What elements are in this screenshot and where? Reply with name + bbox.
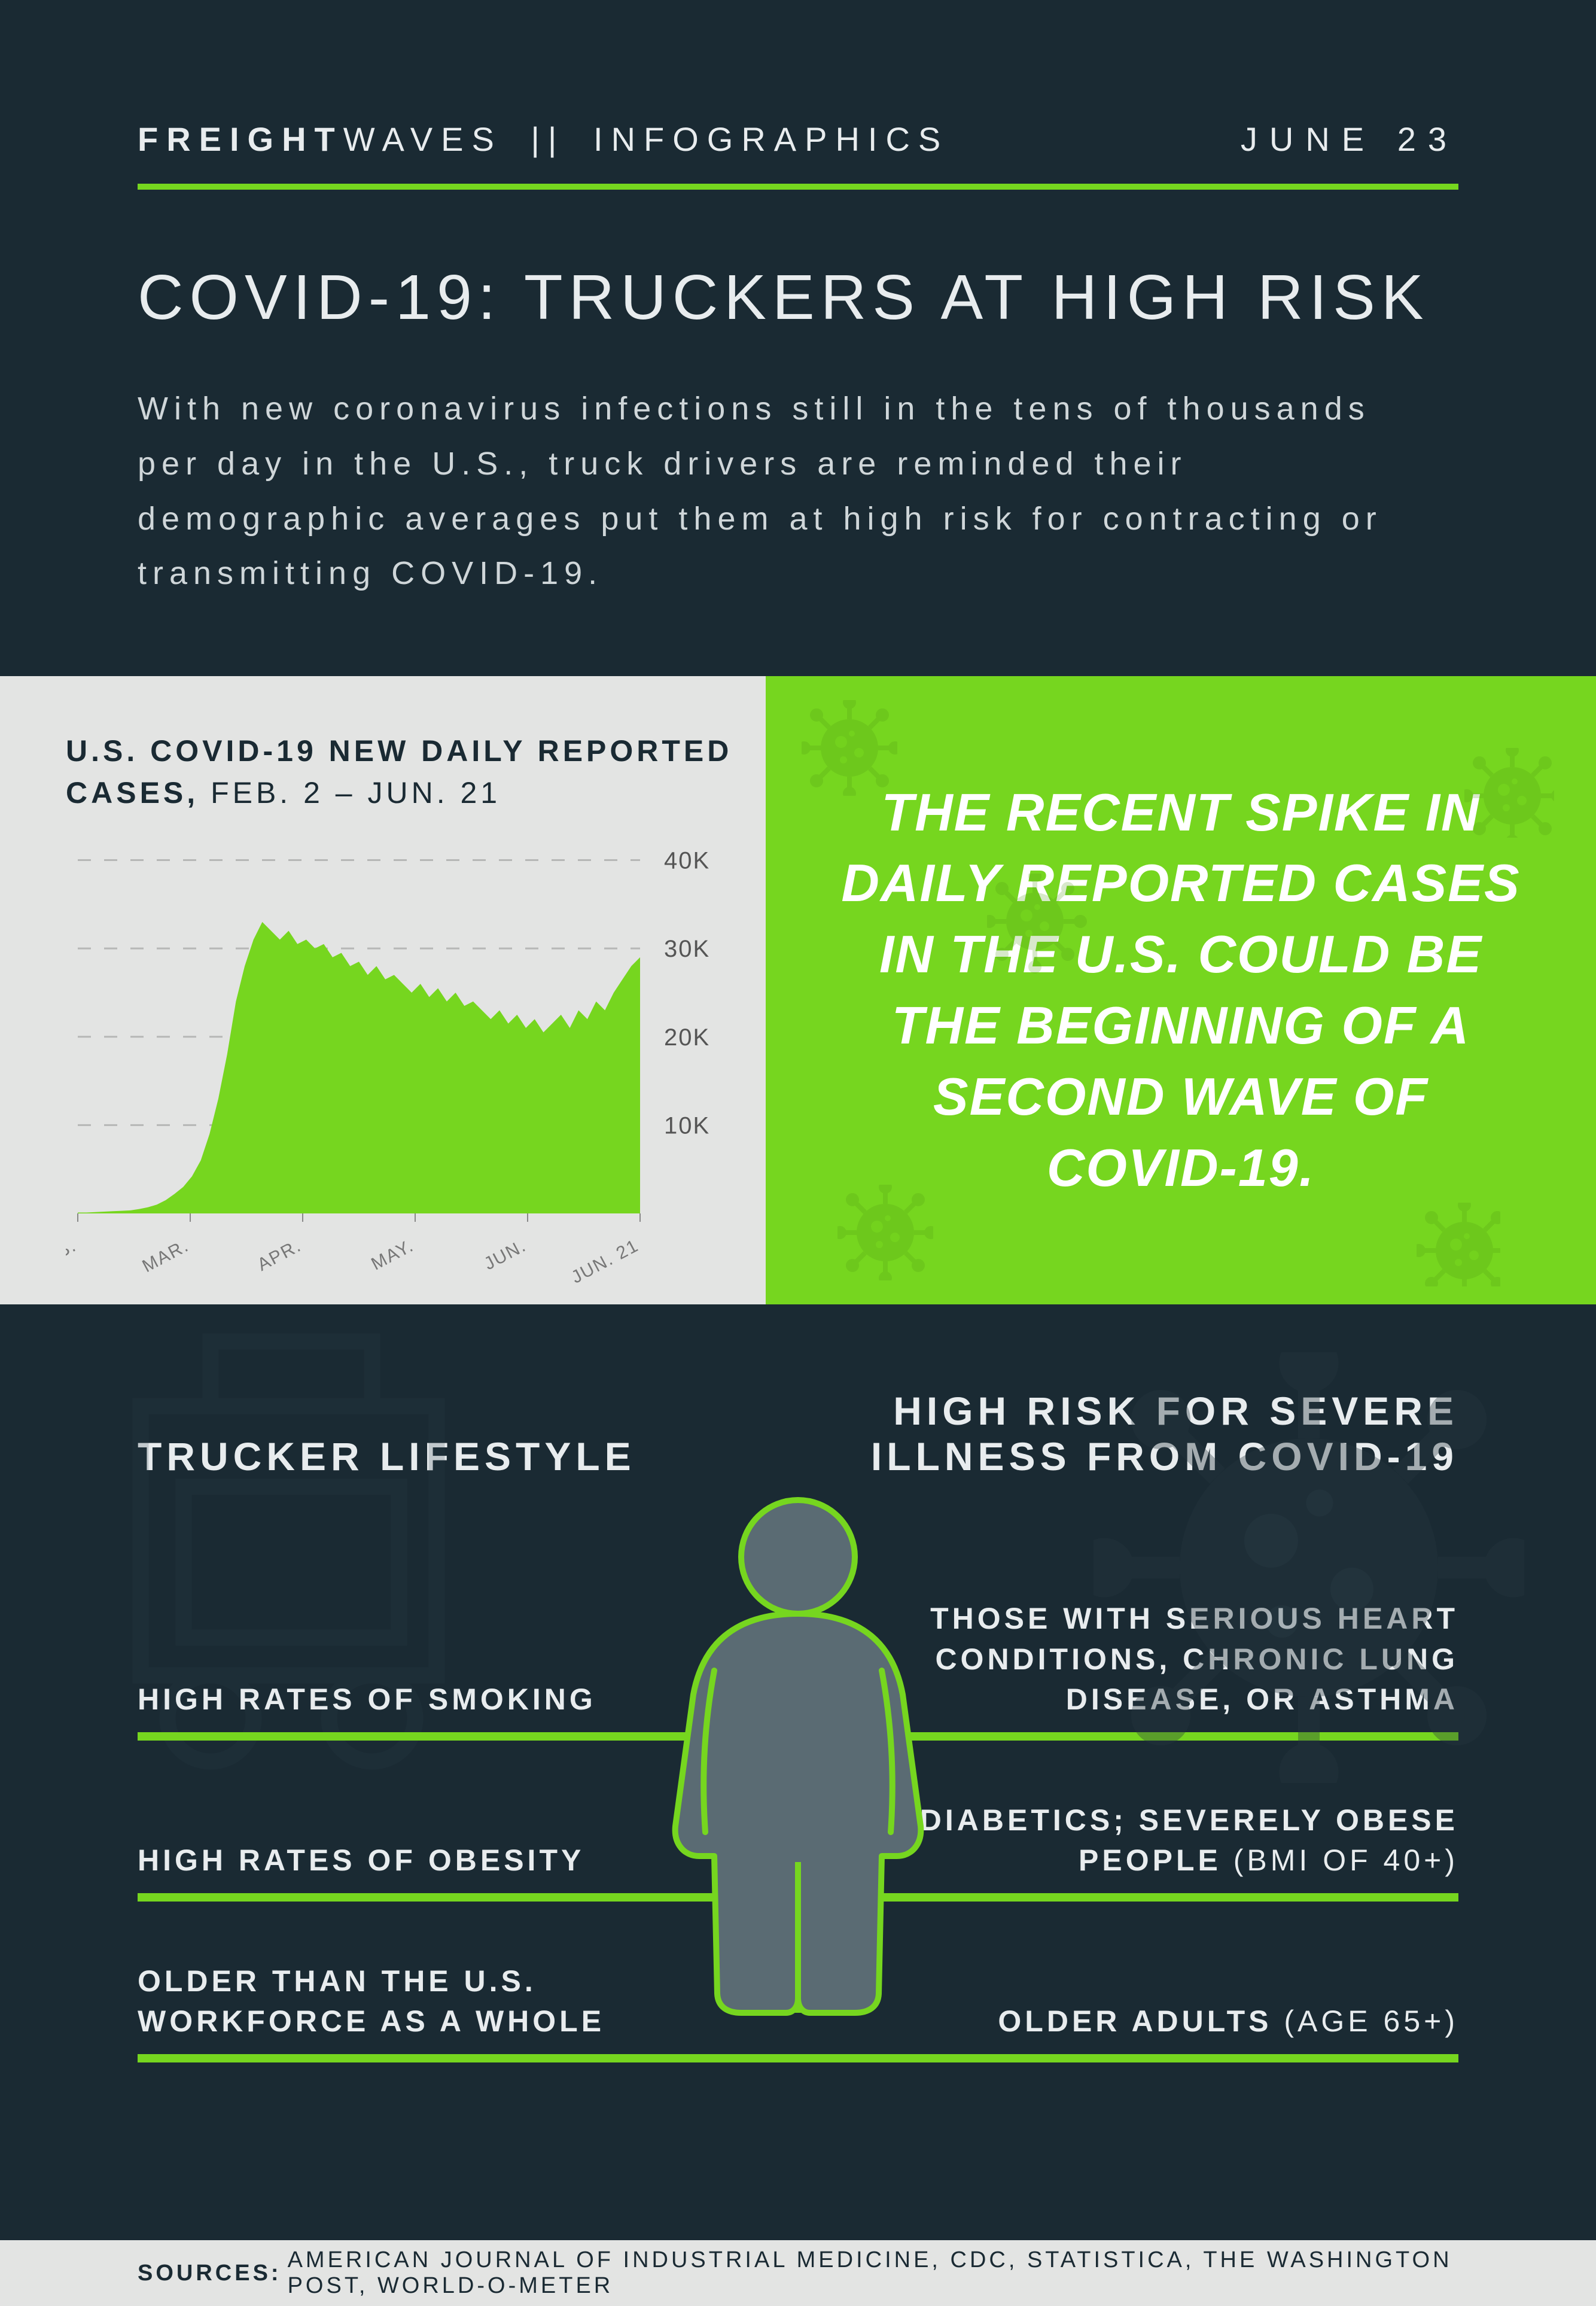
svg-text:MAY.: MAY. (368, 1236, 417, 1274)
virus-icon (1094, 1352, 1524, 1783)
virus-icon (1464, 748, 1554, 838)
header-section: FREIGHTWAVES || INFOGRAPHICS JUNE 23 COV… (0, 0, 1596, 601)
svg-text:MAR.: MAR. (139, 1236, 193, 1276)
brand-divider: || (531, 120, 565, 158)
svg-text:JUN.: JUN. (481, 1236, 529, 1274)
svg-text:10K: 10K (664, 1112, 710, 1139)
callout-panel: THE RECENT SPIKE IN DAILY REPORTED CASES… (766, 676, 1596, 1304)
svg-text:30K: 30K (664, 936, 710, 962)
person-figure (636, 1491, 960, 2021)
virus-icon (987, 874, 1238, 1125)
svg-text:20K: 20K (664, 1024, 710, 1051)
virus-icon (802, 700, 897, 796)
svg-text:JUN. 21: JUN. 21 (568, 1236, 642, 1285)
header-rule (138, 184, 1458, 190)
risk-left-1: HIGH RATES OF SMOKING (138, 1680, 596, 1720)
risk-right-2-sub: (BMI OF 40+) (1233, 1843, 1458, 1877)
risk-right-3: OLDER ADULTS (AGE 65+) (998, 2001, 1458, 2042)
sources-bar: SOURCES: AMERICAN JOURNAL OF INDUSTRIAL … (0, 2240, 1596, 2306)
publish-date: JUNE 23 (1241, 120, 1458, 159)
risk-left-2: HIGH RATES OF OBESITY (138, 1840, 584, 1881)
intro-text: With new coronavirus infections still in… (138, 382, 1424, 601)
risk-left-3: OLDER THAN THE U.S. WORKFORCE AS A WHOLE (138, 1961, 664, 2042)
virus-icon (1417, 1203, 1500, 1286)
chart-title-range: FEB. 2 – JUN. 21 (199, 776, 501, 810)
area-chart: 10K 20K 30K 40K FEB. MAR. APR. MAY. JUN. JUN. 21 (66, 830, 742, 1285)
lower-section: TRUCKER LIFESTYLE HIGH RISK FOR SEVERE I… (0, 1388, 1596, 2122)
svg-text:APR.: APR. (254, 1236, 304, 1275)
chart-panel: U.S. COVID-19 NEW DAILY REPORTED CASES, … (0, 676, 766, 1304)
sources-list: AMERICAN JOURNAL OF INDUSTRIAL MEDICINE,… (288, 2247, 1458, 2299)
svg-text:40K: 40K (664, 848, 710, 874)
brand-light: WAVES (343, 120, 502, 158)
infographic-page: FREIGHTWAVES || INFOGRAPHICS JUNE 23 COV… (0, 0, 1596, 2306)
brand-bold: FREIGHT (138, 120, 343, 158)
svg-text:FEB.: FEB. (66, 1236, 80, 1274)
brand-section: INFOGRAPHICS (593, 120, 949, 158)
header-row: FREIGHTWAVES || INFOGRAPHICS JUNE 23 (138, 120, 1458, 159)
brand: FREIGHTWAVES || INFOGRAPHICS (138, 120, 949, 159)
sources-label: SOURCES: (138, 2261, 282, 2286)
chart-title: U.S. COVID-19 NEW DAILY REPORTED CASES, … (66, 730, 742, 814)
risk-right-3-sub: (AGE 65+) (1284, 2004, 1458, 2038)
row-bar (138, 2054, 1458, 2062)
panel-row: U.S. COVID-19 NEW DAILY REPORTED CASES, … (0, 676, 1596, 1304)
virus-icon (837, 1185, 933, 1280)
risk-right-3-main: OLDER ADULTS (998, 2004, 1284, 2038)
page-title: COVID-19: TRUCKERS AT HIGH RISK (138, 261, 1458, 334)
